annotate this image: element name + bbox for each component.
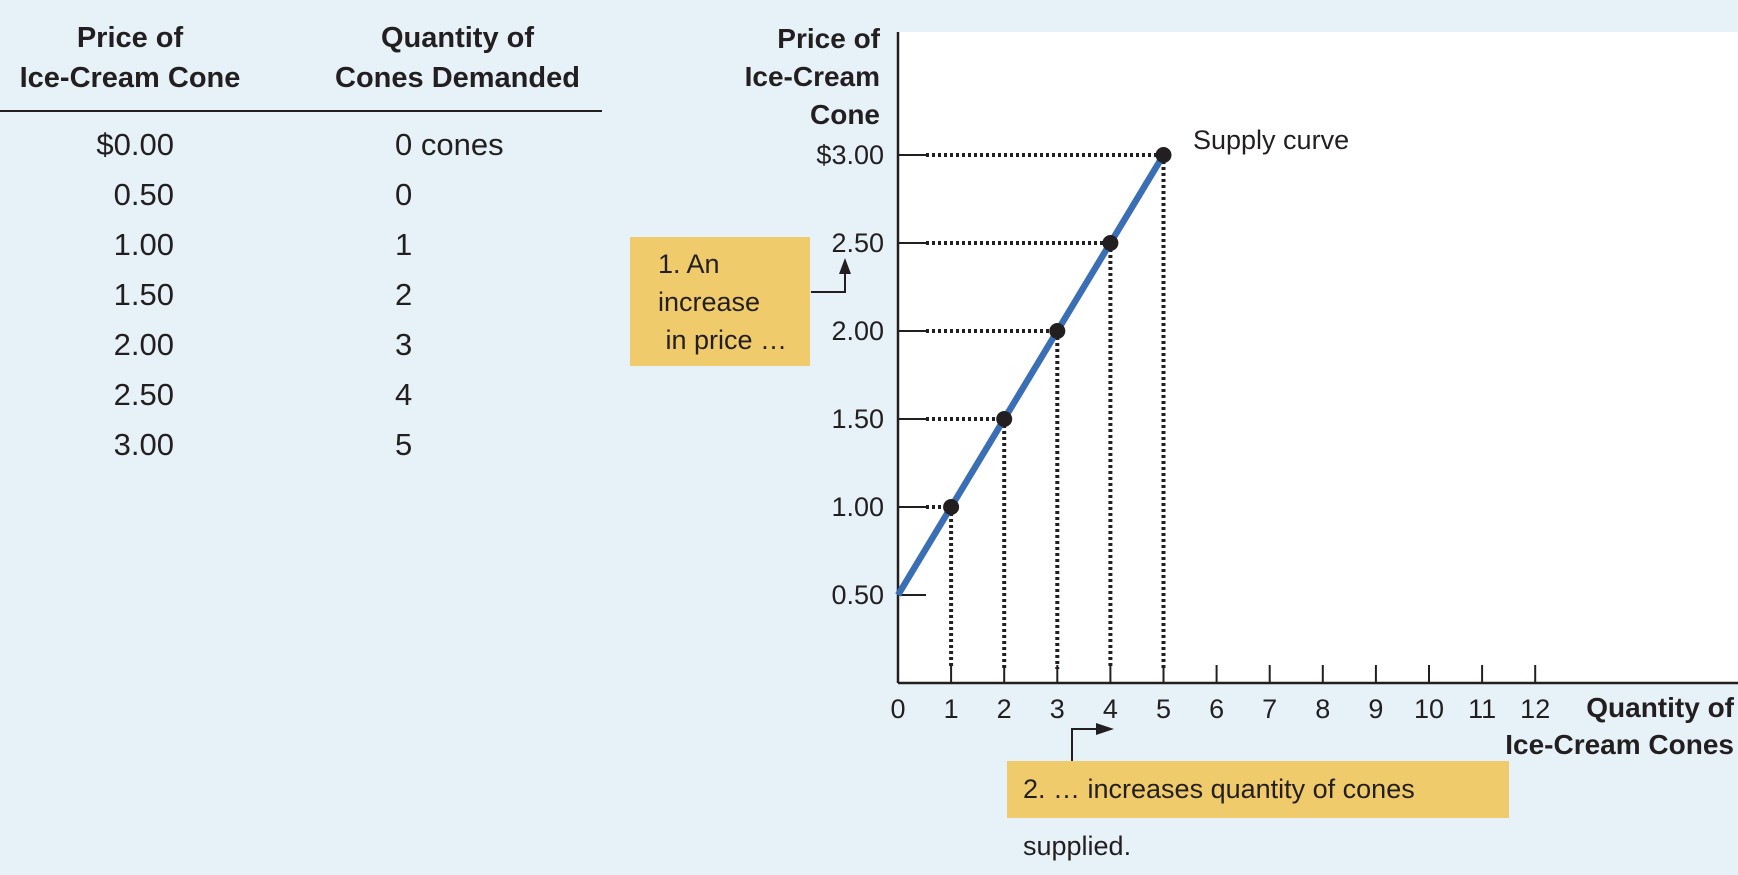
supply-curve-line (895, 153, 1167, 597)
x-tick-label: 10 (1414, 694, 1444, 724)
table-cell-price: 1.50 (113, 277, 174, 312)
x-tick-label: 3 (1050, 694, 1065, 724)
x-tick-label: 0 (890, 694, 905, 724)
table-header-price: Price of Ice-Cream Cone (10, 18, 250, 98)
table-cell-price: 0.50 (113, 177, 174, 212)
table-header-price-line1: Price of (76, 22, 184, 54)
table-cell-price: 2.00 (113, 327, 174, 362)
data-point (1155, 147, 1172, 163)
x-tick-label: 8 (1315, 694, 1330, 724)
y-axis-title-line: Price of (777, 23, 880, 54)
curve-label-supply: Supply curve (1193, 125, 1349, 155)
data-point (943, 499, 960, 515)
x-tick-label: 7 (1262, 694, 1277, 724)
y-tick-label: 2.00 (831, 316, 884, 346)
price-increase-arrow-icon (839, 258, 851, 274)
table-row: 2.50 4 (0, 377, 602, 427)
annotation-price-increase-line2: increase (658, 287, 761, 317)
y-tick-label: 1.00 (831, 492, 884, 522)
annotation-price-increase: 1. An increase in price … (630, 237, 810, 366)
table-header-rule (0, 110, 602, 112)
y-axis-title-line: Cone (810, 99, 880, 130)
y-tick-label: $3.00 (816, 140, 884, 170)
y-axis-title-line: Ice-Cream (745, 61, 880, 92)
supply-chart: 0.501.001.502.002.50$3.000 1 2 3 4 5 6 7 8 9 10 11 1… (745, 23, 1738, 761)
table-cell-quantity: 3 (395, 327, 413, 362)
x-tick-label: 5 (1156, 694, 1171, 724)
table-cell-price: 2.50 (113, 377, 174, 412)
table-cell-quantity: 0 cones (395, 127, 504, 162)
table-row: 1.50 2 (0, 277, 602, 327)
table-row: 2.00 3 (0, 327, 602, 377)
table-row: 3.00 5 (0, 427, 602, 477)
table-header-quantity-line2: Cones Demanded (335, 62, 580, 94)
table-cell-quantity: 0 (395, 177, 413, 212)
table-header-quantity: Quantity of Cones Demanded (320, 18, 595, 98)
table-cell-quantity: 4 (395, 377, 413, 412)
quantity-increase-connector (1071, 728, 1098, 761)
x-tick-label: 1 (944, 694, 959, 724)
x-tick-label: 6 (1209, 694, 1224, 724)
table-cell-price: 3.00 (113, 427, 174, 462)
table-row: 1.00 1 (0, 227, 602, 277)
data-point (996, 411, 1013, 427)
x-tick-label: 11 (1468, 694, 1496, 724)
x-tick-label: 2 (997, 694, 1012, 724)
table-cell-price: 1.00 (113, 227, 174, 262)
table-cell-price: $0.00 (96, 127, 174, 162)
y-tick-label: 2.50 (831, 228, 884, 258)
table-cell-quantity: 1 (395, 227, 413, 262)
table-cell-quantity: 2 (395, 277, 413, 312)
annotation-price-increase-line3: in price … (658, 325, 788, 355)
y-tick-label: 0.50 (831, 580, 884, 610)
annotation-price-increase-line1: 1. An (658, 249, 720, 279)
y-tick-label: 1.50 (831, 404, 884, 434)
price-increase-connector (811, 266, 846, 293)
data-point (1049, 323, 1066, 339)
table-header-quantity-line1: Quantity of (380, 22, 535, 54)
data-point (1102, 235, 1119, 251)
table-row: $0.00 0 cones (0, 127, 602, 177)
table-row: 0.50 0 (0, 177, 602, 227)
x-tick-label: 4 (1103, 694, 1118, 724)
x-tick-label: 9 (1368, 694, 1383, 724)
x-tick-label: 12 (1520, 694, 1550, 724)
table-cell-quantity: 5 (395, 427, 413, 462)
x-axis-title-line: Ice-Cream Cones (1505, 729, 1734, 760)
x-axis-title-line: Quantity of (1586, 692, 1734, 723)
quantity-increase-arrow-icon (1096, 723, 1114, 735)
table-header-price-line2: Ice-Cream Cone (19, 62, 241, 94)
